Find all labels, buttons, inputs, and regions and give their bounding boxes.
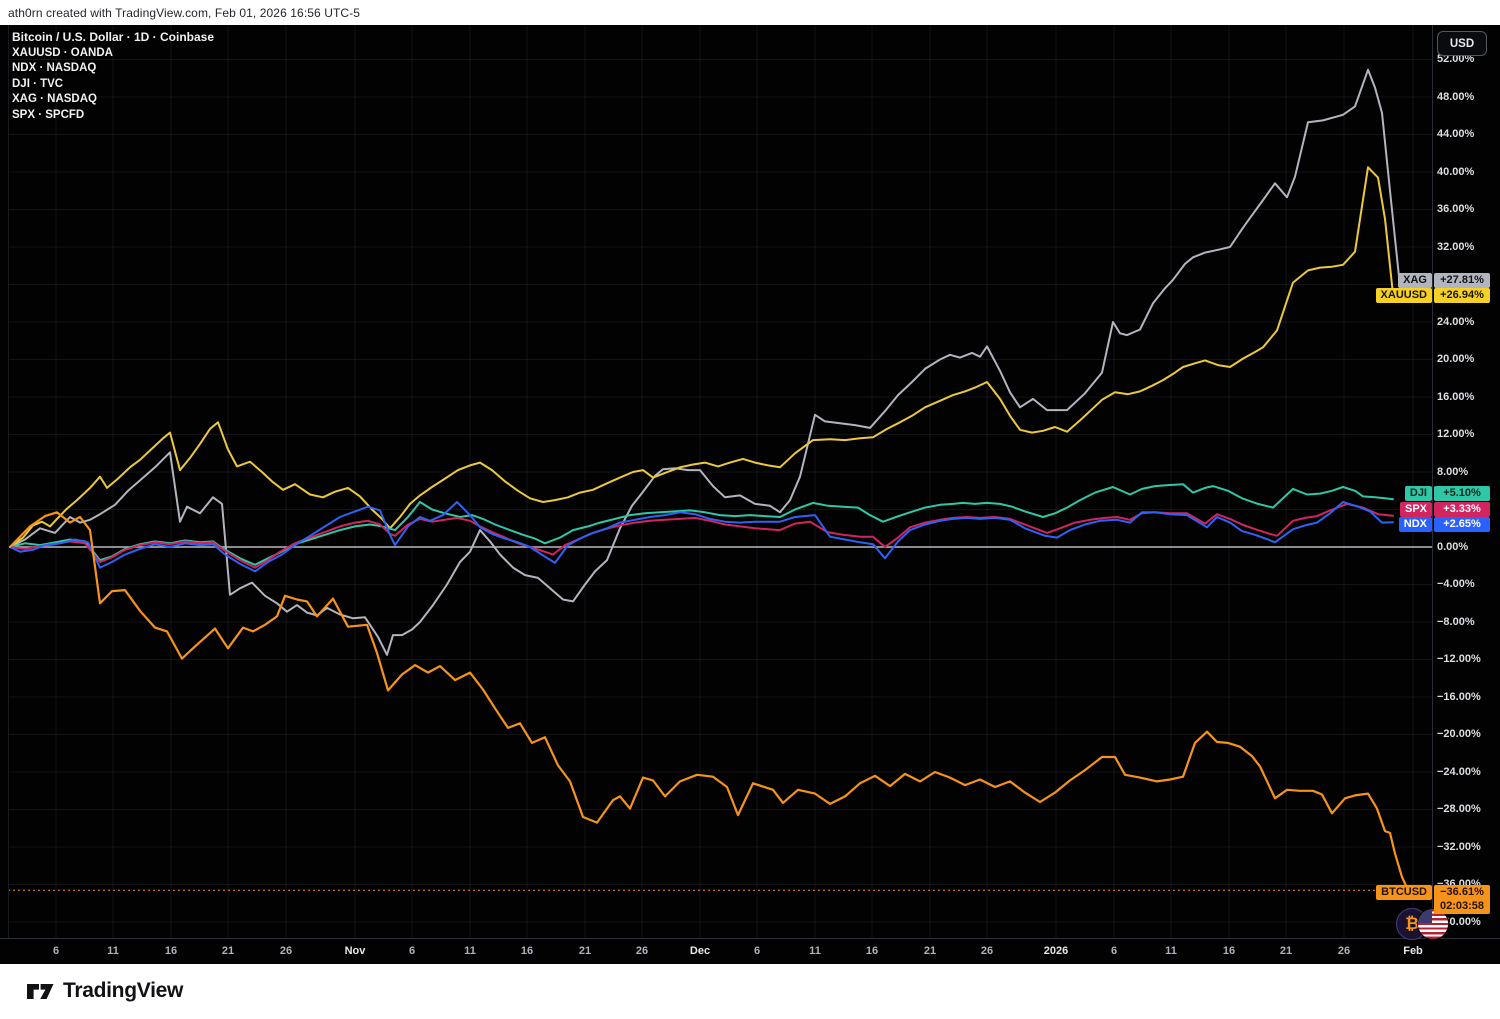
price-axis-label: −32.00% [1437, 840, 1481, 853]
legend-compare-ndx[interactable]: NDX · NASDAQ [12, 62, 97, 75]
axis-value-badge-xauusd[interactable]: +26.94% [1434, 287, 1490, 303]
time-axis-label: 11 [809, 945, 821, 957]
symbol-legend: Bitcoin / U.S. Dollar · 1D · Coinbase XA… [12, 30, 214, 124]
time-axis-label: Dec [689, 945, 711, 957]
time-axis-label: 6 [52, 945, 60, 957]
price-axis-label: −8.00% [1437, 615, 1475, 628]
tradingview-wordmark[interactable]: TradingView [63, 979, 184, 1002]
export-header-text: ath0rn created with TradingView.com, Feb… [8, 5, 361, 20]
series-line-dji[interactable] [9, 483, 1394, 566]
series-badge-ndx[interactable]: NDX [1398, 516, 1432, 532]
series-badge-spx[interactable]: SPX [1399, 501, 1432, 517]
price-axis-label: 32.00% [1437, 240, 1475, 253]
series-badge-dji[interactable]: DJI [1404, 485, 1432, 501]
time-axis[interactable]: 6 11 16 21 26 Nov 6 11 16 21 26 Dec 6 11 16 21 26 2026 6 11… [0, 938, 1500, 964]
time-axis-label: 26 [1337, 945, 1351, 957]
time-axis-label: Nov [344, 945, 366, 957]
time-axis-label: 6 [1110, 945, 1118, 957]
footer-bar: TradingView [0, 963, 1500, 1019]
price-axis-label: 44.00% [1437, 128, 1475, 140]
price-axis-label: 48.00% [1437, 90, 1475, 103]
price-axis-label: 12.00% [1437, 428, 1475, 440]
time-axis-label: 26 [279, 945, 293, 957]
legend-compare-dji[interactable]: DJI · TVC [12, 77, 64, 90]
plot-left-border [8, 25, 9, 938]
instrument-logos: ₿ [1396, 908, 1449, 940]
axis-value-badge-xag[interactable]: +27.81% [1434, 272, 1490, 288]
series-line-xauusd[interactable] [9, 166, 1394, 548]
price-axis-label: 52.00% [1437, 53, 1475, 65]
legend-compare-xag[interactable]: XAG · NASDAQ [12, 93, 97, 106]
time-axis-label: 21 [578, 945, 592, 957]
price-axis-label: 8.00% [1437, 465, 1469, 478]
time-axis-label: 26 [635, 945, 649, 957]
time-axis-label: Feb [1403, 945, 1423, 957]
bar-countdown: 02:03:58 [1439, 900, 1485, 912]
time-axis-label: 16 [164, 945, 178, 957]
time-axis-label: 16 [865, 945, 879, 957]
axis-value-badge-btcusd[interactable]: −36.61% 02:03:58 [1434, 884, 1490, 914]
price-axis-label: 24.00% [1437, 315, 1475, 328]
tradingview-logo-icon[interactable] [27, 980, 54, 1003]
price-axis-label: 20.00% [1437, 353, 1475, 365]
price-axis-label: 40.00% [1437, 165, 1475, 178]
legend-compare-xauusd[interactable]: XAUUSD · OANDA [12, 46, 113, 59]
time-axis-label: 11 [107, 945, 119, 957]
time-axis-label: 21 [1279, 945, 1293, 957]
last-value-btcusd: −36.61% [1440, 885, 1484, 898]
price-axis-label: 16.00% [1437, 390, 1475, 403]
series-line-spx[interactable] [9, 502, 1394, 569]
series-line-btcusd[interactable] [8, 511, 1410, 892]
price-axis-label: −16.00% [1437, 690, 1481, 703]
price-axis-label: −20.00% [1437, 728, 1481, 740]
series-badge-xag[interactable]: XAG [1398, 272, 1432, 288]
series-badge-xauusd[interactable]: XAUUSD [1375, 287, 1432, 303]
us-flag-icon [1417, 908, 1449, 940]
time-axis-label: 21 [923, 945, 937, 957]
price-axis-label: 0.00% [1437, 540, 1469, 553]
price-axis-label: −24.00% [1437, 765, 1481, 778]
legend-main-symbol[interactable]: Bitcoin / U.S. Dollar · 1D · Coinbase [12, 30, 215, 44]
price-axis-label: −28.00% [1437, 803, 1481, 815]
time-axis-label: 26 [980, 945, 994, 957]
time-axis-label: 16 [520, 945, 534, 957]
time-axis-label: 16 [1222, 945, 1236, 957]
currency-unit-button[interactable]: USD [1437, 31, 1487, 56]
time-axis-label: 2026 [1043, 945, 1069, 957]
price-axis-label: 36.00% [1437, 203, 1475, 215]
time-axis-label: 21 [221, 945, 235, 957]
series-line-xag[interactable] [9, 68, 1401, 656]
time-axis-label: 11 [464, 945, 476, 957]
series-line-ndx[interactable] [9, 501, 1394, 573]
chart-area[interactable]: Bitcoin / U.S. Dollar · 1D · Coinbase XA… [0, 25, 1500, 964]
legend-compare-spx[interactable]: SPX · SPCFD [12, 108, 85, 121]
price-axis-separator [1432, 25, 1433, 938]
price-axis-label: −4.00% [1437, 578, 1475, 590]
axis-value-badge-spx[interactable]: +3.33% [1434, 501, 1490, 517]
export-header: ath0rn created with TradingView.com, Feb… [0, 0, 1500, 25]
axis-value-badge-ndx[interactable]: +2.65% [1434, 516, 1490, 532]
time-axis-label: 11 [1165, 945, 1177, 957]
time-axis-label: 6 [408, 945, 416, 957]
price-axis-label: −12.00% [1437, 653, 1481, 665]
price-chart-canvas[interactable] [0, 25, 1500, 938]
time-axis-label: 6 [753, 945, 761, 957]
series-badge-btcusd[interactable]: BTCUSD [1376, 884, 1432, 900]
axis-value-badge-dji[interactable]: +5.10% [1434, 485, 1490, 501]
